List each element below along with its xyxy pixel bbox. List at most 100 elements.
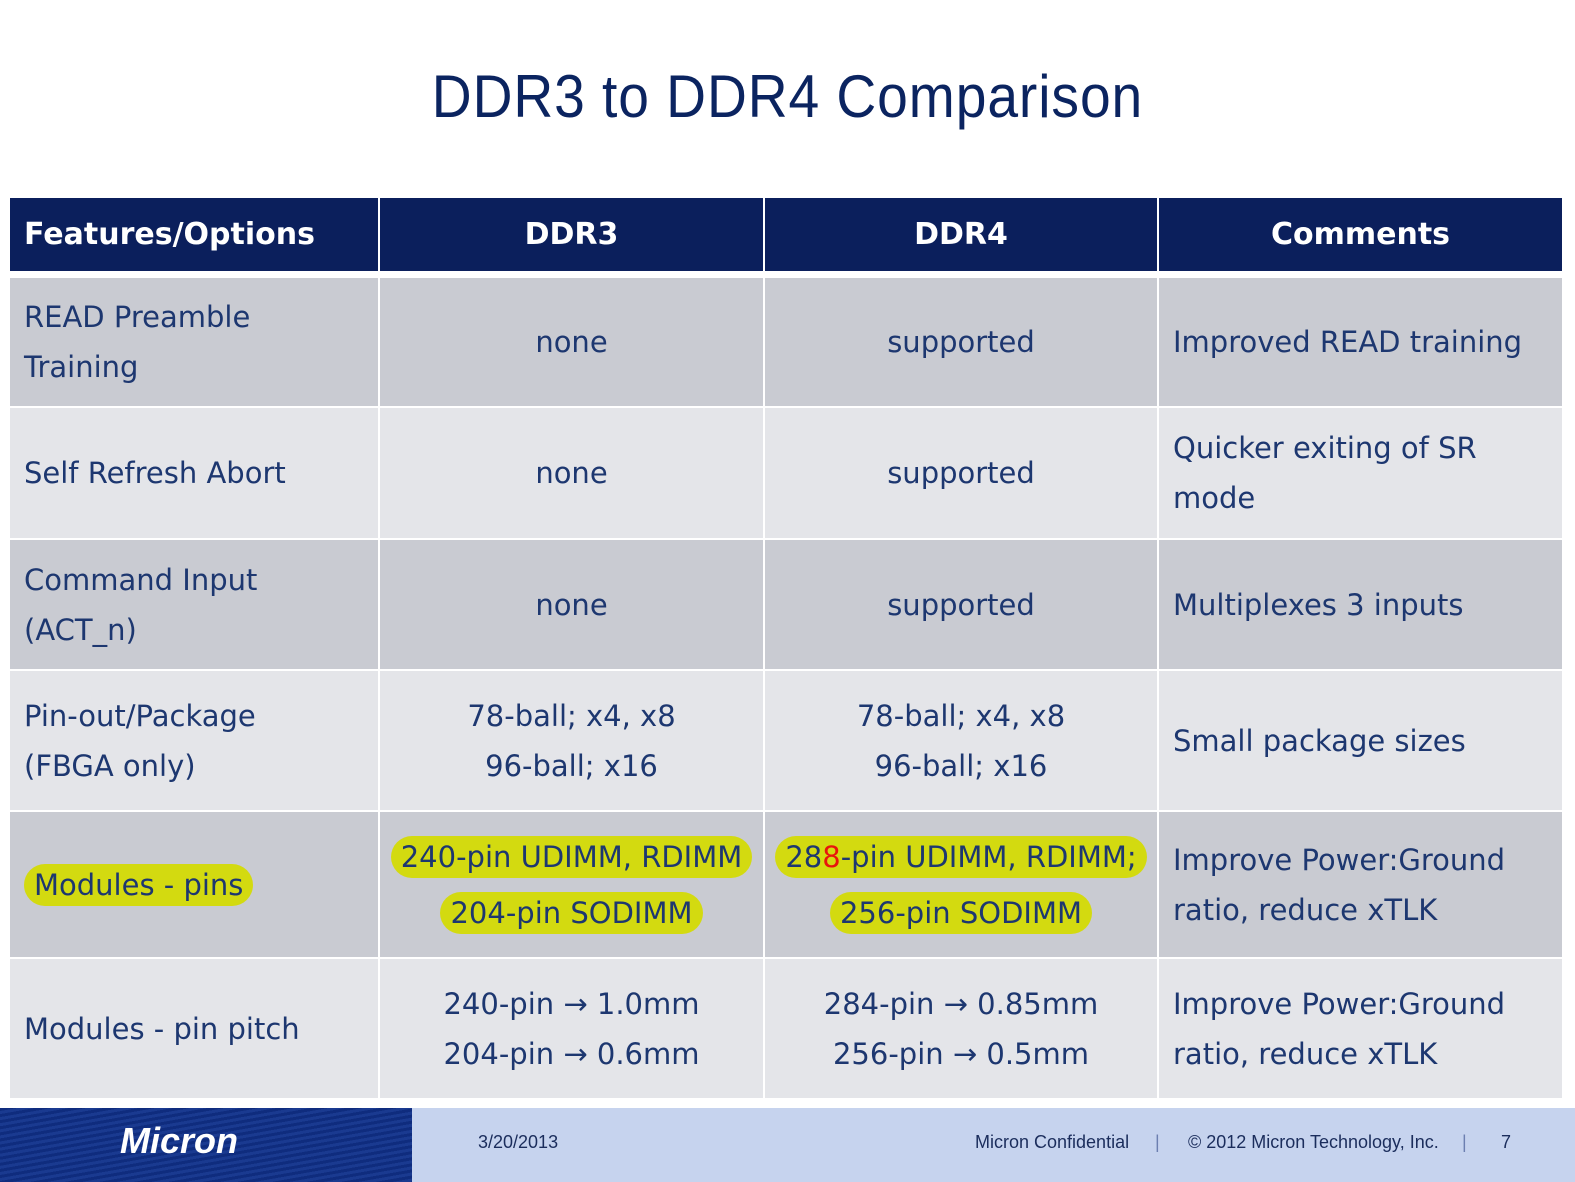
line-text: 288-pin UDIMM, RDIMM; bbox=[775, 835, 1147, 878]
table-cell: 78-ball; x4, x8 96-ball; x16 bbox=[765, 671, 1157, 810]
cell-line: Self Refresh Abort bbox=[24, 448, 286, 498]
header-cell: Features/Options bbox=[10, 198, 378, 271]
cell-line: Improve Power:Ground bbox=[1173, 835, 1505, 885]
line-text: Modules - pins bbox=[24, 863, 254, 906]
table-row: Pin-out/Package (FBGA only) 78-ball; x4, x… bbox=[10, 671, 1562, 810]
cell-line: ratio, reduce xTLK bbox=[1173, 885, 1437, 935]
footer: Micron 3/20/2013 Micron Confidential | ©… bbox=[0, 1108, 1575, 1182]
line-text: Improved READ training bbox=[1173, 325, 1523, 359]
table-cell: Improve Power:Ground ratio, reduce xTLK bbox=[1159, 959, 1562, 1098]
line-text: 256-pin SODIMM bbox=[829, 891, 1093, 934]
confidential: Micron Confidential bbox=[975, 1132, 1130, 1152]
line-text: (FBGA only) bbox=[24, 748, 196, 783]
table-cell: Improve Power:Ground ratio, reduce xTLK bbox=[1159, 812, 1562, 957]
cell-line: 78-ball; x4, x8 bbox=[857, 691, 1065, 741]
line-text: Improve Power:Ground bbox=[1173, 842, 1506, 877]
table-cell: 284-pin → 0.85mm 256-pin → 0.5mm bbox=[765, 959, 1157, 1098]
line-text: ratio, reduce xTLK bbox=[1173, 892, 1438, 927]
line-text: none bbox=[535, 456, 608, 490]
table-cell: none bbox=[380, 278, 763, 406]
header-row: Features/Options DDR3 DDR4 Comments bbox=[10, 198, 1562, 271]
cell-line: 240-pin → 1.0mm bbox=[443, 979, 699, 1029]
logo-box: Micron bbox=[0, 1108, 412, 1182]
text-part: -pin UDIMM, RDIMM; bbox=[840, 839, 1137, 874]
line-text: (ACT_n) bbox=[24, 612, 137, 647]
cell-line: supported bbox=[887, 448, 1035, 498]
line-text: 240-pin → 1.0mm bbox=[443, 986, 700, 1021]
cell-line: none bbox=[535, 317, 607, 367]
line-text: 96-ball; x16 bbox=[874, 748, 1048, 783]
cell-line: Multiplexes 3 inputs bbox=[1173, 580, 1464, 630]
table-cell: 288-pin UDIMM, RDIMM; 256-pin SODIMM bbox=[765, 812, 1157, 957]
cell-line: supported bbox=[887, 580, 1035, 630]
separator: | bbox=[1155, 1132, 1160, 1152]
line-text: 78-ball; x4, x8 bbox=[856, 698, 1066, 733]
table-cell: Command Input (ACT_n) bbox=[10, 540, 378, 669]
line-text: supported bbox=[887, 456, 1035, 490]
table-row: Modules - pins 240-pin UDIMM, RDIMM 204-pi… bbox=[10, 812, 1562, 957]
table-cell: supported bbox=[765, 408, 1157, 538]
table-row: READ Preamble Training none supported Improv… bbox=[10, 278, 1562, 406]
cell-line: none bbox=[535, 448, 607, 498]
cell-line: 78-ball; x4, x8 bbox=[467, 691, 675, 741]
cell-line: Small package sizes bbox=[1173, 716, 1466, 766]
cell-line: mode bbox=[1173, 473, 1255, 523]
cell-line: Modules - pin pitch bbox=[24, 1004, 300, 1054]
cell-line: Pin-out/Package bbox=[24, 691, 256, 741]
cell-line: none bbox=[535, 580, 607, 630]
cell-line: 240-pin UDIMM, RDIMM bbox=[390, 832, 753, 882]
line-text: READ Preamble bbox=[24, 300, 251, 334]
table-cell: none bbox=[380, 408, 763, 538]
cell-line: 96-ball; x16 bbox=[875, 741, 1048, 791]
table-cell: Quicker exiting of SR mode bbox=[1159, 408, 1562, 538]
cell-line: Improve Power:Ground bbox=[1173, 979, 1505, 1029]
table-cell: 240-pin UDIMM, RDIMM 204-pin SODIMM bbox=[380, 812, 763, 957]
table-cell: supported bbox=[765, 540, 1157, 669]
cell-line: (FBGA only) bbox=[24, 741, 196, 791]
table-cell: supported bbox=[765, 278, 1157, 406]
line-text: ratio, reduce xTLK bbox=[1173, 1036, 1438, 1071]
line-text: Quicker exiting of SR bbox=[1173, 431, 1477, 465]
line-text: 78-ball; x4, x8 bbox=[467, 698, 676, 733]
table-cell: Modules - pins bbox=[10, 812, 378, 957]
cell-line: Improved READ training bbox=[1173, 317, 1522, 367]
line-text: Self Refresh Abort bbox=[24, 456, 286, 490]
table-cell: 78-ball; x4, x8 96-ball; x16 bbox=[380, 671, 763, 810]
cell-line: ratio, reduce xTLK bbox=[1173, 1029, 1437, 1079]
line-text: mode bbox=[1173, 481, 1256, 515]
line-text: Small package sizes bbox=[1173, 723, 1466, 758]
line-text: none bbox=[535, 587, 608, 622]
table-cell: Modules - pin pitch bbox=[10, 959, 378, 1098]
table-cell: 240-pin → 1.0mm 204-pin → 0.6mm bbox=[380, 959, 763, 1098]
cell-line: 204-pin SODIMM bbox=[440, 888, 703, 938]
header-cell: DDR4 bbox=[765, 198, 1157, 271]
slide-title: DDR3 to DDR4 Comparison bbox=[431, 63, 1144, 130]
table-cell: Multiplexes 3 inputs bbox=[1159, 540, 1562, 669]
cell-line: Quicker exiting of SR bbox=[1173, 423, 1477, 473]
table-cell: Improved READ training bbox=[1159, 278, 1562, 406]
cell-line: 96-ball; x16 bbox=[485, 741, 658, 791]
table-cell: none bbox=[380, 540, 763, 669]
line-text: supported bbox=[887, 325, 1035, 359]
cell-line: 284-pin → 0.85mm bbox=[824, 979, 1098, 1029]
table-cell: READ Preamble Training bbox=[10, 278, 378, 406]
line-text: supported bbox=[887, 587, 1035, 622]
line-text: 204-pin SODIMM bbox=[440, 891, 703, 934]
table-cell: Self Refresh Abort bbox=[10, 408, 378, 538]
line-text: Pin-out/Package bbox=[24, 698, 256, 733]
line-text: Command Input bbox=[24, 562, 258, 597]
cell-line: 204-pin → 0.6mm bbox=[443, 1029, 699, 1079]
logo: Micron bbox=[120, 1120, 239, 1161]
line-text: none bbox=[535, 325, 608, 359]
table-cell: Pin-out/Package (FBGA only) bbox=[10, 671, 378, 810]
separator: | bbox=[1462, 1132, 1467, 1152]
cell-line: Modules - pins bbox=[24, 860, 254, 910]
line-text: Multiplexes 3 inputs bbox=[1173, 587, 1464, 622]
cell-line: 256-pin SODIMM bbox=[829, 888, 1093, 938]
table-row: Modules - pin pitch 240-pin → 1.0mm 204-pi… bbox=[10, 959, 1562, 1098]
cell-line: Command Input bbox=[24, 555, 257, 605]
table-cell: Small package sizes bbox=[1159, 671, 1562, 810]
text-part: 8 bbox=[822, 839, 841, 874]
line-text: 204-pin → 0.6mm bbox=[443, 1036, 700, 1071]
